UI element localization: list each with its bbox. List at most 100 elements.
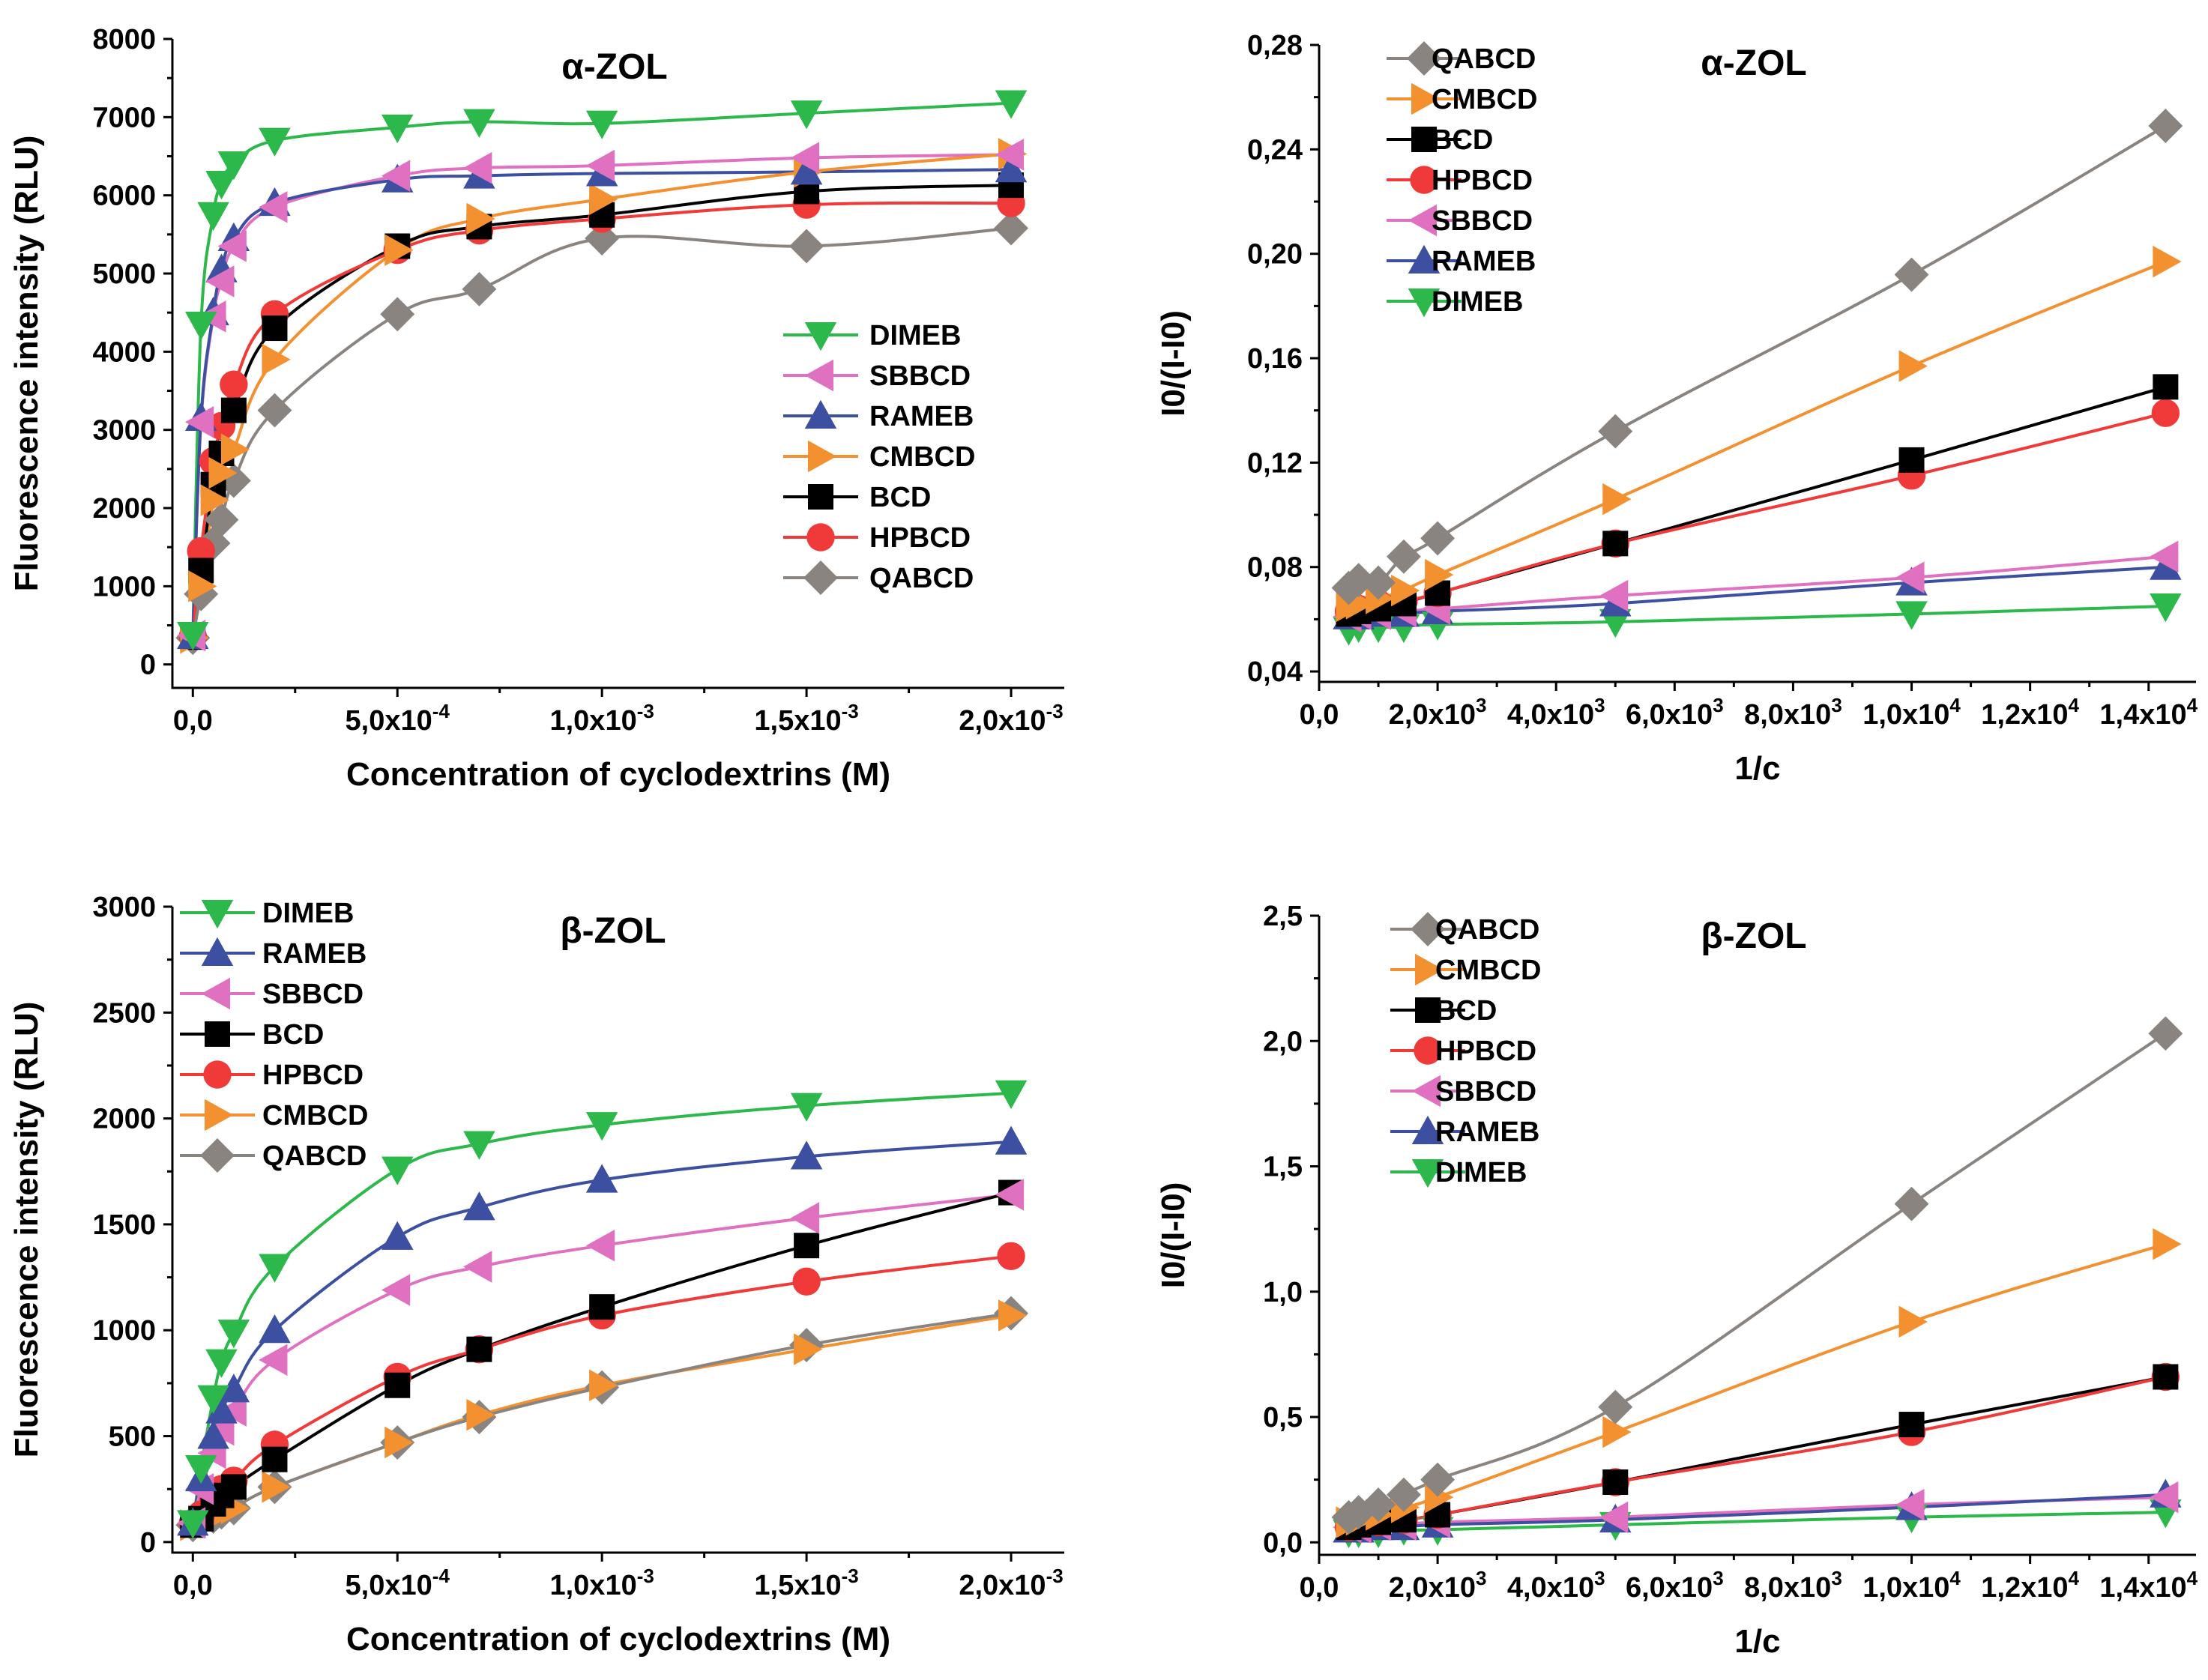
y-tick-label: 7000 [92, 102, 156, 133]
data-point-sbbcd [217, 230, 247, 262]
data-point-cmbcd [262, 343, 291, 376]
data-point-dimeb [259, 127, 291, 157]
legend-marker-hpbcd [1410, 166, 1438, 194]
data-point-dimeb [184, 311, 217, 341]
data-point-bcd [1898, 1412, 1925, 1438]
legend-label: HPBCD [1435, 1036, 1536, 1067]
data-point-dimeb [259, 1254, 291, 1283]
legend-label: BCD [262, 1019, 324, 1051]
data-point-qabcd [1894, 257, 1929, 292]
axes-frame [171, 907, 1064, 1554]
data-point-dimeb [381, 1156, 414, 1185]
data-point-dimeb [585, 1112, 618, 1141]
y-axis-label: Fluorescence intensity (RLU) [8, 1002, 45, 1458]
chart-title: α-ZOL [561, 47, 667, 87]
legend-label: RAMEB [869, 401, 974, 432]
data-point-hpbcd [997, 1242, 1025, 1271]
data-point-sbbcd [585, 1229, 615, 1262]
legend-label: RAMEB [1435, 1117, 1539, 1148]
x-tick-label: 1,0x104 [1862, 694, 1961, 731]
data-point-bcd [589, 1294, 615, 1320]
data-point-qabcd [204, 502, 239, 537]
data-point-sbbcd [995, 1179, 1025, 1211]
data-point-cmbcd [589, 183, 618, 216]
data-point-rameb [259, 1314, 291, 1344]
legend-marker-cmbcd [1411, 82, 1441, 115]
x-tick-label: 2,0x103 [1389, 1567, 1487, 1604]
legend-marker-sbbcd [804, 359, 833, 392]
data-point-qabcd [1341, 1495, 1376, 1530]
data-point-dimeb [217, 151, 250, 181]
x-tick-label: 1,5x10-3 [754, 1565, 858, 1601]
data-point-sbbcd [1895, 561, 1925, 593]
data-point-cmbcd [589, 1369, 618, 1401]
series-line-dimeb [191, 101, 1012, 635]
data-point-qabcd [380, 297, 415, 332]
legend-marker-hpbcd [1414, 1036, 1442, 1065]
data-point-cmbcd [188, 570, 217, 602]
legend-marker-dimeb [804, 322, 837, 351]
data-point-cmbcd [1425, 558, 1454, 591]
legend-label: HPBCD [869, 522, 971, 554]
data-point-sbbcd [2150, 540, 2179, 573]
y-tick-label: 0,24 [1247, 134, 1303, 166]
legend-label: SBBCD [869, 360, 971, 392]
legend-label: HPBCD [1432, 165, 1533, 196]
data-point-bcd [2153, 1364, 2179, 1390]
y-tick-label: 0,08 [1247, 552, 1303, 584]
data-point-qabcd [196, 526, 231, 560]
legend: DIMEB RAMEB SBBCD BCD HPBCD CMBCD QABCD [180, 898, 368, 1173]
legend-marker-bcd [1415, 997, 1441, 1023]
legend-marker-rameb [1408, 244, 1441, 274]
data-point-cmbcd [220, 433, 250, 466]
data-point-bcd [2153, 374, 2179, 400]
data-point-cmbcd [2153, 1227, 2182, 1260]
legend-label: SBBCD [1432, 205, 1533, 237]
data-point-qabcd [1387, 1477, 1421, 1512]
legend-label: RAMEB [262, 938, 367, 970]
data-point-bcd [262, 315, 288, 342]
data-point-qabcd [1598, 414, 1633, 449]
data-point-rameb [995, 153, 1028, 183]
legend-label: DIMEB [1432, 286, 1523, 318]
data-point-rameb [381, 1221, 414, 1250]
data-point-dimeb [995, 1080, 1028, 1109]
chart-title: β-ZOL [1701, 916, 1806, 956]
data-point-qabcd [1420, 1462, 1456, 1497]
legend-label: DIMEB [1435, 1157, 1527, 1188]
chart-title: β-ZOL [560, 911, 666, 951]
legend-marker-dimeb [1411, 1159, 1444, 1188]
y-tick-label: 500 [109, 1421, 156, 1453]
legend-label: SBBCD [262, 979, 364, 1010]
legend-marker-bcd [205, 1021, 230, 1047]
data-point-dimeb [197, 1385, 229, 1414]
data-point-rameb [197, 1420, 229, 1449]
data-point-rameb [790, 156, 823, 185]
legend-marker-qabcd [200, 1138, 235, 1173]
data-point-bcd [220, 397, 247, 423]
data-point-qabcd [1894, 1186, 1929, 1221]
data-point-sbbcd [463, 1251, 492, 1283]
data-point-bcd [384, 1372, 411, 1398]
legend-marker-bcd [1411, 127, 1437, 152]
legend-marker-rameb [804, 399, 837, 429]
data-point-bcd [262, 1446, 288, 1472]
legend-marker-dimeb [1408, 288, 1441, 318]
data-point-sbbcd [184, 406, 214, 438]
y-tick-label: 5000 [92, 259, 156, 290]
data-point-cmbcd [1602, 1415, 1632, 1448]
data-point-bcd [1602, 1469, 1629, 1495]
data-point-rameb [2150, 551, 2182, 580]
x-tick-label: 6,0x103 [1626, 1567, 1724, 1604]
y-tick-label: 0,12 [1247, 447, 1303, 479]
x-tick-label: 0,0 [1300, 1572, 1339, 1604]
data-point-cmbcd [200, 484, 229, 516]
data-point-dimeb [585, 110, 618, 139]
y-tick-label: 0,0 [1263, 1527, 1303, 1559]
data-point-sbbcd [217, 1395, 247, 1427]
x-tick-label: 4,0x103 [1507, 1567, 1605, 1604]
data-point-rameb [463, 1191, 495, 1221]
legend-label: BCD [1435, 995, 1497, 1027]
data-point-dimeb [463, 109, 495, 138]
data-point-rameb [790, 1140, 823, 1170]
